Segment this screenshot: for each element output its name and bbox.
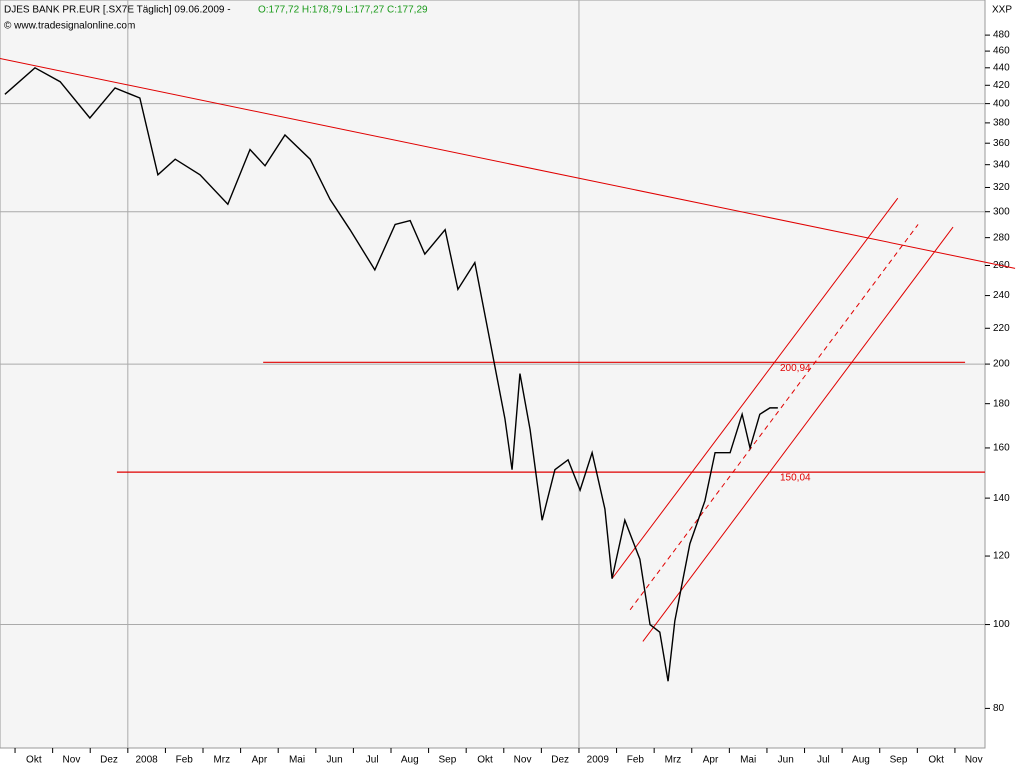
trend-line (629, 224, 919, 611)
level-label: 200,94 (780, 363, 811, 374)
instrument: DJES BANK PR.EUR [.SX7E Täglich] 09.06.2… (4, 5, 231, 16)
x-tick-label: Jul (817, 755, 830, 766)
x-tick-label: Jul (366, 755, 379, 766)
x-tick-label: Feb (627, 755, 645, 766)
y-tick-label: 140 (993, 493, 1010, 504)
y-tick-label: 240 (993, 290, 1010, 301)
y-tick-label: 460 (993, 46, 1010, 57)
x-tick-label: Mrz (213, 755, 230, 766)
x-tick-label: Jun (327, 755, 343, 766)
y-tick-label: 380 (993, 118, 1010, 129)
x-tick-label: Dez (100, 755, 118, 766)
y-tick-label: 300 (993, 206, 1010, 217)
plot-area (0, 0, 986, 749)
y-tick-label: 160 (993, 443, 1010, 454)
x-tick-label: Nov (514, 755, 532, 766)
y-tick-label: 100 (993, 619, 1010, 630)
y-tick-label: 340 (993, 159, 1010, 170)
y-tick-label: 180 (993, 398, 1010, 409)
x-tick-label: 2009 (587, 755, 610, 766)
y-tick-label: 480 (993, 30, 1010, 41)
y-tick-label: 220 (993, 323, 1010, 334)
x-tick-label: Mai (740, 755, 756, 766)
x-tick-label: Nov (965, 755, 983, 766)
x-tick-label: 2008 (135, 755, 158, 766)
y-tick-label: 280 (993, 232, 1010, 243)
y-tick-label: 120 (993, 551, 1010, 562)
x-tick-label: Mai (289, 755, 305, 766)
y-tick-label: 80 (993, 703, 1005, 714)
x-tick-label: Jun (778, 755, 794, 766)
x-tick-label: Feb (176, 755, 194, 766)
x-tick-label: Okt (26, 755, 42, 766)
x-tick-label: Sep (890, 755, 908, 766)
x-tick-label: Sep (438, 755, 456, 766)
x-tick-label: Nov (63, 755, 81, 766)
x-tick-label: Apr (252, 755, 268, 766)
trend-line (0, 58, 1016, 269)
y-tick-label: 400 (993, 98, 1010, 109)
y-tick-label: 440 (993, 62, 1010, 73)
x-tick-label: Aug (852, 755, 870, 766)
x-tick-label: Aug (401, 755, 419, 766)
x-tick-label: Dez (551, 755, 569, 766)
x-tick-label: Apr (703, 755, 719, 766)
x-tick-label: Okt (928, 755, 944, 766)
trend-line (611, 197, 899, 579)
y-tick-label: 320 (993, 182, 1010, 193)
y-tick-label: 360 (993, 138, 1010, 149)
y-tick-label: 420 (993, 80, 1010, 91)
y-tick-label: 200 (993, 359, 1010, 370)
axis-name: XXP (992, 5, 1012, 16)
x-tick-label: Okt (477, 755, 493, 766)
price-line (4, 66, 778, 682)
trend-line (642, 226, 954, 642)
level-label: 150,04 (780, 473, 811, 484)
source: © www.tradesignalonline.com (4, 21, 135, 32)
x-tick-label: Mrz (665, 755, 682, 766)
ohlc: O:177,72 H:178,79 L:177,27 C:177,29 (258, 5, 428, 16)
